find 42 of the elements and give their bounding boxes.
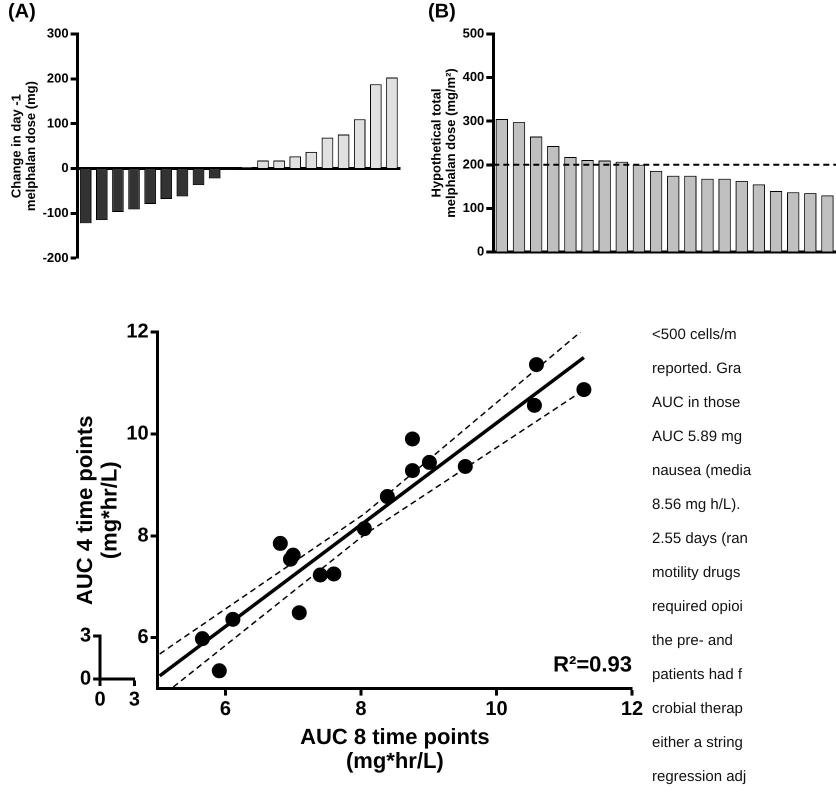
- text: reported. Gra: [652, 359, 742, 379]
- text: AUC 5.89 mg: [652, 427, 744, 447]
- y-tick-label: 300: [46, 26, 69, 41]
- y-tick-label: 10: [126, 422, 149, 444]
- chart-title: (A): [8, 0, 36, 23]
- y-tick-label: 100: [46, 115, 69, 130]
- y-tick-label: 8: [138, 524, 149, 546]
- text: <500 cells/m: [652, 325, 738, 345]
- text: the pre- and: [652, 631, 734, 651]
- y-tick-label: 12: [126, 320, 149, 343]
- text: motility drugs: [652, 563, 742, 583]
- y-tick-label: 100: [462, 200, 484, 215]
- y-axis-title: Hypothetical total melphalan dose (mg/m²): [428, 68, 458, 218]
- chart-title: (B): [428, 0, 456, 23]
- y-tick-label: 300: [462, 112, 484, 128]
- x-tick-label: 10: [485, 698, 508, 720]
- x-tick-label: 8: [355, 698, 367, 720]
- text: 2.55 days (ran: [652, 529, 749, 549]
- y-axis-title: AUC 4 time points (mg*hr/L): [72, 416, 122, 606]
- x-tick-label: 12: [620, 698, 644, 720]
- text: either a string: [652, 733, 744, 753]
- text: nausea (media: [652, 461, 752, 481]
- y-tick-label: -100: [42, 204, 69, 220]
- text: crobial therap: [652, 699, 744, 719]
- y-tick-label: 200: [462, 156, 484, 172]
- y-tick-label: 200: [46, 70, 69, 86]
- y-tick-label: 0: [61, 160, 69, 176]
- text: patients had f: [652, 665, 744, 685]
- y-tick-label: 0: [477, 244, 484, 259]
- text: AUC in those: [652, 393, 742, 413]
- text: required opioi: [652, 597, 744, 617]
- text: regression adj: [652, 767, 748, 787]
- y-tick-label: -200: [42, 250, 69, 265]
- y-tick-label: 6: [138, 626, 149, 648]
- y-tick-label: 400: [462, 69, 484, 84]
- x-tick-label: 0: [94, 688, 106, 711]
- annotation: R²=0.93: [553, 652, 632, 677]
- x-axis-title: AUC 8 time points (mg*hr/L): [300, 724, 490, 773]
- x-tick-label: 6: [220, 698, 231, 720]
- text: 8.56 mg h/L).: [652, 495, 742, 515]
- y-tick-label: 500: [462, 26, 484, 41]
- y-axis-title: Change in day -1 melphalan dose (mg): [8, 81, 38, 212]
